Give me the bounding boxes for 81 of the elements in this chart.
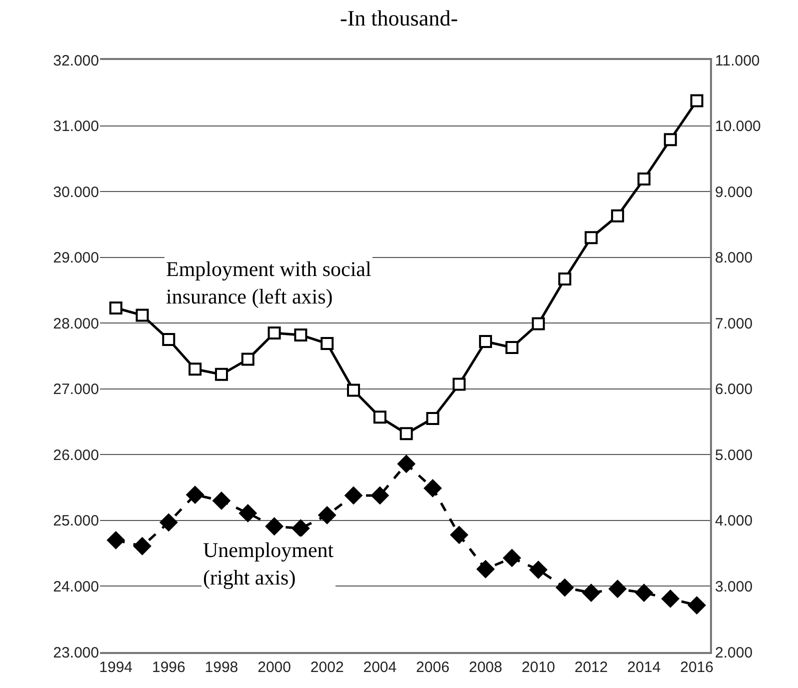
- y-tick-label: 24.000: [53, 578, 99, 596]
- y2-tick-label: 8.000: [715, 250, 753, 267]
- point: [637, 172, 650, 186]
- point: [212, 492, 230, 510]
- x-tick-label: 1996: [152, 659, 186, 676]
- x-tick-label: 2008: [468, 659, 502, 676]
- point: [582, 584, 600, 602]
- point: [611, 209, 624, 222]
- point: [426, 412, 440, 425]
- chart-title: -In thousand-: [340, 6, 458, 31]
- y-tick-label: 32.000: [53, 52, 99, 70]
- x-tick-label: 2014: [627, 659, 661, 676]
- x-tick-label: 2012: [574, 659, 608, 676]
- y2-tick-label: 6.000: [715, 381, 753, 398]
- point: [398, 455, 416, 473]
- x-tick-label: 2010: [522, 659, 556, 676]
- y-tick-label: 27.000: [53, 381, 99, 398]
- y2-tick-label: 2.000: [715, 644, 753, 662]
- point: [294, 328, 308, 342]
- y-tick-label: 28.000: [53, 315, 99, 332]
- y2-tick-label: 3.000: [715, 578, 753, 596]
- x-tick-label: 2016: [680, 659, 714, 676]
- point: [133, 537, 152, 555]
- y2-tick-label: 4.000: [715, 512, 753, 530]
- point: [608, 580, 626, 598]
- point: [188, 362, 202, 376]
- series-label: Unemployment (right axis): [203, 538, 334, 590]
- point: [479, 335, 492, 348]
- point: [136, 308, 149, 322]
- point: [344, 486, 362, 504]
- x-tick-label: 2006: [416, 659, 450, 676]
- point: [556, 578, 574, 596]
- point: [318, 506, 336, 524]
- point: [373, 410, 386, 424]
- series-label: Employment with social insurance (left axis): [166, 257, 372, 308]
- y2-tick-label: 10.000: [715, 118, 761, 136]
- point: [109, 301, 122, 314]
- point: [265, 518, 284, 536]
- point: [662, 590, 680, 608]
- point: [239, 504, 257, 522]
- point: [347, 384, 360, 397]
- point: [424, 479, 442, 498]
- point: [162, 333, 176, 346]
- x-tick-label: 2004: [363, 659, 397, 676]
- point: [268, 326, 281, 340]
- y-tick-label: 30.000: [53, 184, 99, 201]
- point: [690, 94, 704, 108]
- y-tick-label: 31.000: [53, 118, 99, 136]
- point: [688, 596, 706, 614]
- y2-tick-label: 9.000: [715, 184, 753, 201]
- point: [558, 272, 572, 286]
- point: [160, 514, 178, 532]
- point: [214, 368, 228, 381]
- x-tick-label: 1994: [99, 659, 133, 676]
- point: [320, 337, 334, 350]
- point: [450, 526, 468, 544]
- point: [371, 486, 389, 504]
- point: [635, 584, 653, 602]
- point: [107, 531, 125, 549]
- point: [530, 560, 548, 579]
- x-tick-label: 1998: [204, 659, 238, 676]
- y2-tick-label: 11.000: [715, 52, 760, 70]
- x-tick-label: 2000: [258, 659, 291, 676]
- point: [241, 352, 254, 366]
- y2-tick-label: 7.000: [715, 315, 753, 332]
- y-tick-label: 29.000: [53, 250, 99, 267]
- y-tick-label: 26.000: [53, 446, 99, 464]
- point: [476, 560, 494, 578]
- y-tick-label: 23.000: [53, 644, 99, 662]
- point: [186, 486, 204, 504]
- y-tick-label: 25.000: [53, 512, 99, 530]
- point: [400, 427, 413, 440]
- x-tick-label: 2002: [310, 659, 344, 676]
- point: [505, 340, 518, 354]
- point: [452, 378, 466, 391]
- point: [292, 520, 310, 538]
- y2-tick-label: 5.000: [715, 446, 753, 464]
- point: [584, 231, 598, 244]
- point: [503, 549, 521, 567]
- point: [532, 317, 545, 330]
- point: [664, 133, 677, 146]
